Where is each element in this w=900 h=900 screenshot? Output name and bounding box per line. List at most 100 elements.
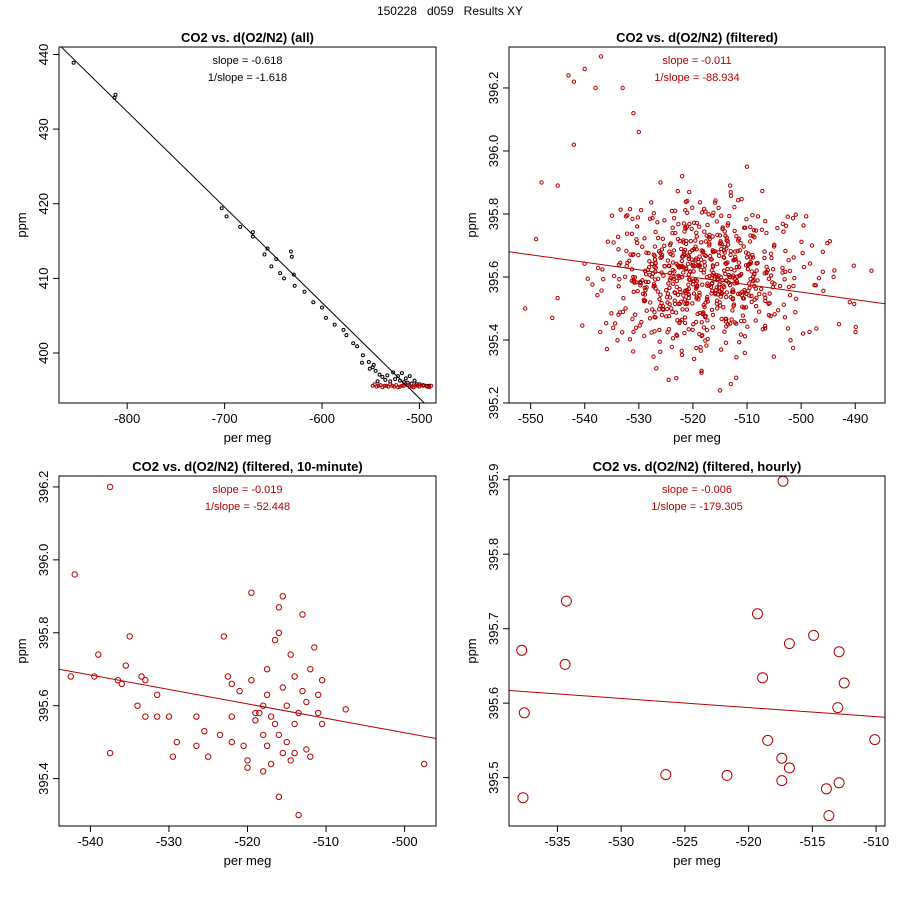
x-tick-label: -500	[392, 834, 418, 849]
data-point	[736, 236, 742, 242]
data-point	[732, 268, 737, 273]
data-point	[642, 285, 647, 291]
data-point	[775, 225, 780, 231]
data-point	[751, 274, 756, 279]
data-point	[662, 264, 667, 269]
data-point	[688, 239, 693, 244]
data-point	[643, 272, 649, 277]
data-point	[635, 240, 640, 246]
y-tick-label: 395.2	[486, 387, 501, 420]
data-point	[724, 294, 729, 300]
data-point	[744, 164, 750, 169]
data-point	[684, 301, 690, 306]
data-point	[698, 267, 703, 273]
data-point	[734, 355, 739, 360]
data-point	[665, 258, 670, 263]
data-point	[710, 264, 716, 269]
data-point	[682, 297, 688, 302]
data-point	[642, 333, 647, 339]
data-point	[399, 383, 404, 388]
data-point	[271, 720, 279, 728]
data-point	[718, 275, 723, 280]
data-point	[571, 79, 577, 84]
data-point	[690, 282, 696, 287]
data-point	[723, 340, 729, 345]
slope-annotation-filtered-0: slope = -0.011	[662, 55, 731, 67]
data-point	[685, 210, 690, 216]
data-point	[647, 272, 652, 278]
data-point	[373, 368, 378, 373]
data-point	[267, 713, 275, 720]
x-tick-label: -510	[734, 411, 760, 426]
x-tick-label: -510	[863, 834, 889, 849]
data-point	[792, 275, 797, 281]
data-point	[679, 246, 684, 252]
y-axis-label-filtered-hourly: ppm	[464, 638, 479, 663]
data-point	[571, 142, 577, 147]
data-point	[604, 321, 609, 326]
data-point	[627, 337, 633, 342]
data-point	[770, 267, 776, 272]
data-point	[762, 292, 767, 297]
x-tick-label: -550	[518, 411, 544, 426]
data-point	[732, 320, 737, 325]
data-point	[658, 255, 663, 260]
data-point	[654, 366, 659, 371]
data-point	[598, 54, 604, 59]
data-point	[665, 306, 670, 312]
data-point	[821, 288, 826, 293]
data-point	[248, 677, 255, 684]
data-point	[664, 288, 669, 293]
y-tick-label: 395.5	[486, 761, 501, 794]
data-point	[660, 236, 666, 242]
data-point	[737, 291, 743, 296]
data-point	[659, 312, 665, 318]
data-point	[691, 322, 696, 327]
data-point	[609, 311, 614, 316]
data-point	[173, 738, 181, 746]
data-point	[869, 734, 881, 746]
data-point	[725, 223, 730, 228]
data-point	[853, 324, 858, 330]
data-point	[655, 289, 660, 294]
data-point	[711, 210, 716, 216]
data-point	[701, 303, 706, 308]
data-point	[720, 291, 725, 296]
data-point	[224, 214, 229, 219]
data-point	[279, 684, 286, 691]
data-point	[742, 350, 747, 356]
data-point	[134, 702, 141, 709]
data-point	[332, 322, 337, 327]
data-point	[288, 249, 293, 254]
data-point	[667, 242, 673, 248]
data-point	[674, 261, 679, 267]
data-point	[740, 313, 746, 318]
data-point	[790, 345, 796, 351]
data-point	[269, 264, 274, 269]
data-point	[240, 742, 247, 749]
data-point	[725, 239, 730, 244]
data-point	[723, 271, 728, 277]
data-point	[650, 215, 655, 221]
data-point	[670, 231, 675, 236]
data-point	[427, 383, 432, 388]
data-point	[762, 249, 767, 254]
data-point	[682, 247, 688, 253]
data-point	[652, 329, 657, 334]
data-point	[682, 229, 687, 234]
data-point	[757, 309, 762, 314]
x-axis-label-all: per meg	[224, 430, 272, 445]
data-point	[733, 249, 738, 254]
data-point	[660, 769, 672, 781]
data-point	[734, 278, 739, 284]
data-point	[648, 300, 653, 305]
data-point	[282, 276, 286, 281]
data-point	[794, 296, 799, 301]
data-point	[753, 318, 758, 323]
data-point	[633, 325, 639, 330]
data-point	[743, 263, 749, 268]
data-point	[705, 222, 710, 228]
data-point	[814, 326, 819, 331]
data-point	[722, 250, 727, 255]
data-point	[263, 691, 271, 698]
